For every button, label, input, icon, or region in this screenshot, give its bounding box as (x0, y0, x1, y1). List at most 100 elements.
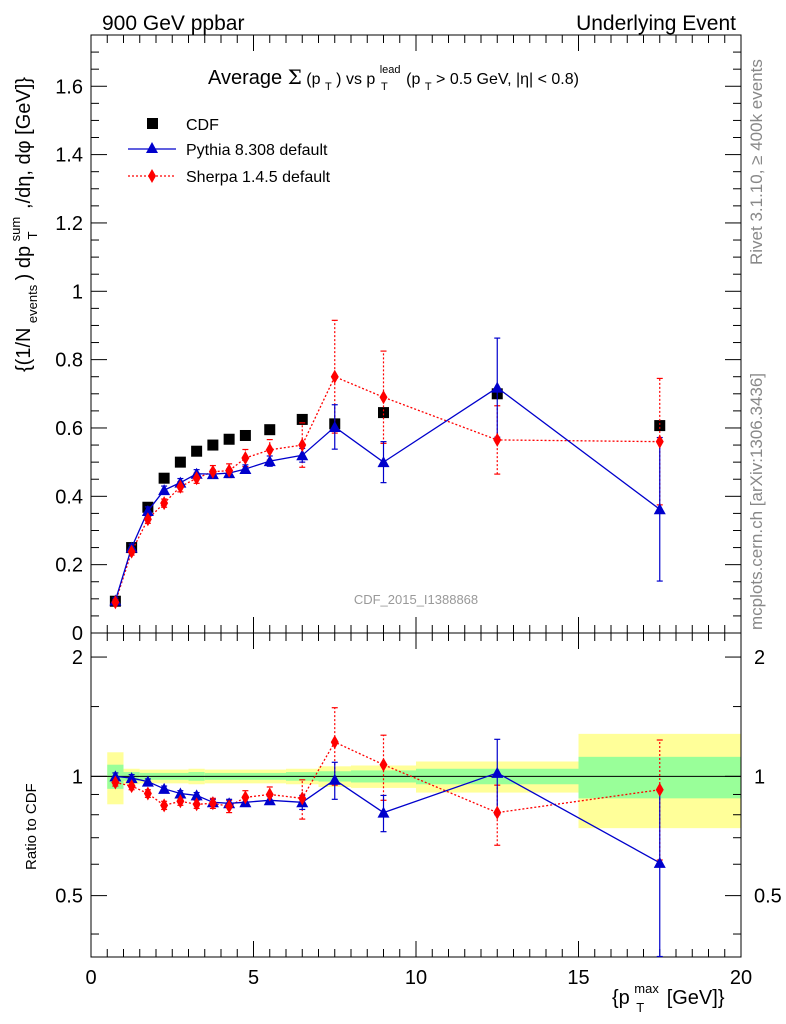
pythia-ratio-point (125, 772, 138, 784)
sherpa-data-point (330, 369, 339, 384)
plot-title-pt-open: (p (306, 71, 320, 88)
sherpa-ratio-point (127, 779, 136, 794)
sherpa-ratio-point (143, 786, 152, 801)
plot-title-lead-sup: lead (380, 64, 401, 76)
legend-sherpa-label: Sherpa 1.4.5 default (186, 169, 331, 186)
sherpa-data-point (379, 390, 388, 405)
pythia-ratio-point (158, 782, 171, 794)
sherpa-ratio-point (225, 799, 234, 814)
plot-title-cut-sub: T (425, 81, 432, 93)
main-y-tick-label: 0.6 (55, 418, 83, 440)
main-y-tick-label: 1 (72, 281, 83, 303)
sherpa-data-point (160, 496, 169, 511)
x-tick-label: 15 (567, 967, 589, 989)
header-right-label: Underlying Event (576, 12, 736, 35)
sherpa-data-point (265, 442, 274, 457)
plot-title-lead-sub: T (381, 81, 388, 93)
main-y-tick-label: 0 (72, 623, 83, 645)
pythia-ratio-point (328, 773, 341, 785)
pythia-data-point (239, 462, 252, 474)
sherpa-ratio-point (298, 791, 307, 806)
ratio-y-tick-label: 0.5 (55, 886, 83, 908)
pythia-data-point (158, 484, 171, 496)
y-label-events-sub: events (25, 284, 40, 323)
pythia-ratio-point (377, 806, 390, 818)
ratio-y-axis-label: Ratio to CDF (23, 783, 40, 870)
sherpa-data-point (127, 544, 136, 559)
mcplots-credit-label: mcplots.cern.ch [arXiv:1306.3436] (747, 373, 766, 630)
sherpa-ratio-point (160, 798, 169, 813)
plot-title: Average Σ (p T ) vs p lead T (p T > 0.5 … (208, 60, 579, 94)
ratio-y-tick-label-right: 2 (754, 647, 765, 669)
analysis-watermark: CDF_2015_I1388868 (354, 592, 478, 607)
sherpa-ratio-point (176, 794, 185, 809)
plot-title-prefix: Average (208, 67, 288, 89)
cdf-data-point (378, 407, 389, 419)
ratio-y-axis: 0.5 0.5 1 1 2 2 (55, 647, 782, 935)
sherpa-data-point (241, 451, 250, 466)
sherpa-data-point (176, 479, 185, 494)
cdf-data-point (264, 424, 276, 436)
y-label-part3: ,/dη, dφ [GeV]} (13, 77, 35, 209)
pythia-series-line (114, 386, 661, 601)
main-y-tick-label: 1.6 (55, 76, 83, 98)
y-label-part1: {(1/N (13, 328, 35, 372)
x-label-max-sup: max (634, 981, 659, 996)
y-label-sum-sup: sum (8, 217, 23, 242)
legend-cdf-marker (147, 118, 158, 129)
plot-title-cut-open: (p (406, 71, 420, 88)
ratio-y-tick-label-right: 1 (754, 766, 765, 788)
sherpa-ratio-point (241, 790, 250, 805)
x-label-part2: [GeV]} (667, 987, 725, 1009)
main-y-axis-label: {(1/N events ) dp sum T ,/dη, dφ [GeV]} (7, 77, 41, 372)
x-label-T-sub: T (636, 1000, 644, 1015)
legend-sherpa-marker (148, 169, 156, 183)
plot-title-cut-rest: > 0.5 GeV, |η| < 0.8) (436, 71, 579, 88)
sherpa-ratio-point (111, 775, 120, 790)
cdf-data-point (296, 413, 308, 425)
rivet-version-label: Rivet 3.1.10, ≥ 400k events (747, 59, 766, 265)
main-y-tick-label: 1.2 (55, 213, 83, 235)
plot-title-pt-close: ) (336, 71, 341, 88)
pythia-data-point (141, 505, 154, 517)
cdf-data-point (158, 472, 170, 484)
sherpa-data-point (143, 512, 152, 527)
x-label-part1: {p (612, 987, 630, 1009)
cdf-data-point (191, 445, 203, 457)
pythia-data-point (328, 420, 341, 432)
y-label-part2: ) dp (13, 246, 35, 280)
cdf-data-point (223, 433, 235, 445)
x-tick-label: 10 (405, 967, 427, 989)
pythia-data-point (491, 381, 504, 393)
cdf-data-point (207, 439, 219, 451)
sherpa-series-line (114, 375, 660, 603)
legend-pythia-marker (146, 142, 158, 153)
y-label-T-sub: T (25, 231, 40, 239)
sherpa-ratio-point (330, 735, 339, 750)
ratio-x-axis: 0 5 10 15 20 (85, 633, 752, 989)
pythia-data-point (377, 456, 390, 468)
sherpa-data-point (225, 463, 234, 478)
main-y-tick-label: 0.8 (55, 350, 83, 372)
pythia-data-point (263, 455, 276, 467)
main-y-tick-label: 0.2 (55, 555, 83, 577)
cdf-data-point (239, 429, 251, 441)
x-axis-label: {p max T [GeV]} (612, 980, 725, 1016)
plot-title-pt-sub: T (325, 81, 332, 93)
pythia-ratio-point (491, 766, 504, 778)
sherpa-ratio-point (493, 805, 502, 820)
header-left-label: 900 GeV ppbar (102, 12, 244, 35)
sherpa-ratio-point (265, 787, 274, 802)
legend-cdf-label: CDF (186, 117, 219, 134)
cdf-data-point (174, 456, 186, 468)
sherpa-ratio-point (379, 757, 388, 772)
x-tick-label: 5 (248, 967, 259, 989)
cdf-data-point (654, 420, 666, 432)
sherpa-data-point (493, 432, 502, 447)
ratio-y-tick-label-right: 0.5 (754, 886, 782, 908)
plot-title-vs: vs p (346, 71, 375, 88)
ratio-y-tick-label: 1 (72, 766, 83, 788)
pythia-ratio-point (653, 856, 666, 868)
pythia-ratio-point (190, 789, 203, 801)
